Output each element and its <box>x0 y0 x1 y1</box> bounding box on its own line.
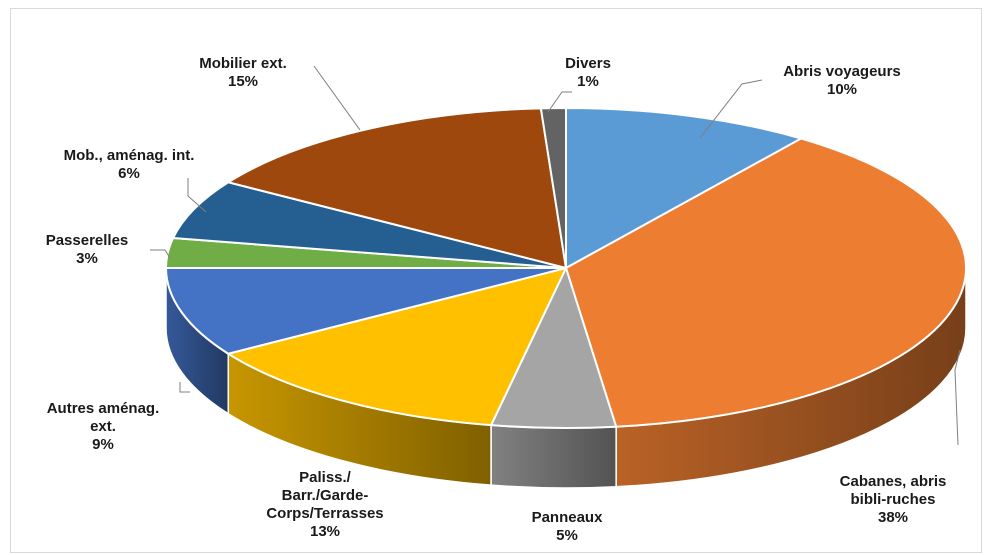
slice-label-divers: Divers <box>565 55 611 72</box>
slice-value-cabanes-abris-bibli-ruches: 38% <box>878 509 908 526</box>
slice-value-divers: 1% <box>577 73 599 90</box>
slice-value-autres-amenag-ext: 9% <box>92 436 114 453</box>
slice-label-mob-amenag-int: Mob., aménag. int. <box>64 147 195 164</box>
leader-line-autres-amenag-ext <box>179 382 190 393</box>
leader-line-mobilier-ext <box>313 65 361 131</box>
slice-label-autres-amenag-ext: Autres aménag. ext. <box>47 400 160 435</box>
leader-line-abris-voyageurs <box>699 79 763 139</box>
leader-line-cabanes-abris-bibli-ruches <box>954 349 961 446</box>
slice-value-mob-amenag-int: 6% <box>118 165 140 182</box>
slice-value-paliss-barr-garde-corps-terrasses: 13% <box>310 523 340 540</box>
pie-slice-autres-amenag-ext <box>164 267 567 355</box>
slice-value-panneaux: 5% <box>556 527 578 544</box>
leader-line-passerelles <box>150 249 171 259</box>
slice-label-paliss-barr-garde-corps-terrasses: Paliss./Barr./Garde-Corps/Terrasses <box>266 469 383 522</box>
leader-line-mob-amenag-int <box>187 178 207 213</box>
slice-value-mobilier-ext: 15% <box>228 73 258 90</box>
pie-slice-cabanes-abris-bibli-ruches <box>564 137 967 428</box>
pie-slice-paliss-barr-garde-corps-terrasses <box>225 266 568 427</box>
slice-label-panneaux: Panneaux <box>532 509 604 526</box>
pie-slice-divers <box>539 106 567 269</box>
pie-slice-mob-amenag-int <box>171 181 567 269</box>
slice-value-passerelles: 3% <box>76 250 98 267</box>
leader-lines <box>150 65 961 446</box>
pie-tops <box>164 106 967 429</box>
pie-slice-abris-voyageurs <box>565 106 804 270</box>
pie-side-panneaux <box>490 424 617 489</box>
slice-label-cabanes-abris-bibli-ruches: Cabanes, abris bibli-ruches <box>840 473 947 508</box>
leader-line-divers <box>547 91 572 113</box>
slice-label-passerelles: Passerelles <box>46 232 129 249</box>
pie-slice-mobilier-ext <box>225 107 568 270</box>
slice-label-abris-voyageurs: Abris voyageurs <box>783 63 901 80</box>
slice-value-abris-voyageurs: 10% <box>827 81 857 98</box>
slice-label-mobilier-ext: Mobilier ext. <box>199 55 287 72</box>
